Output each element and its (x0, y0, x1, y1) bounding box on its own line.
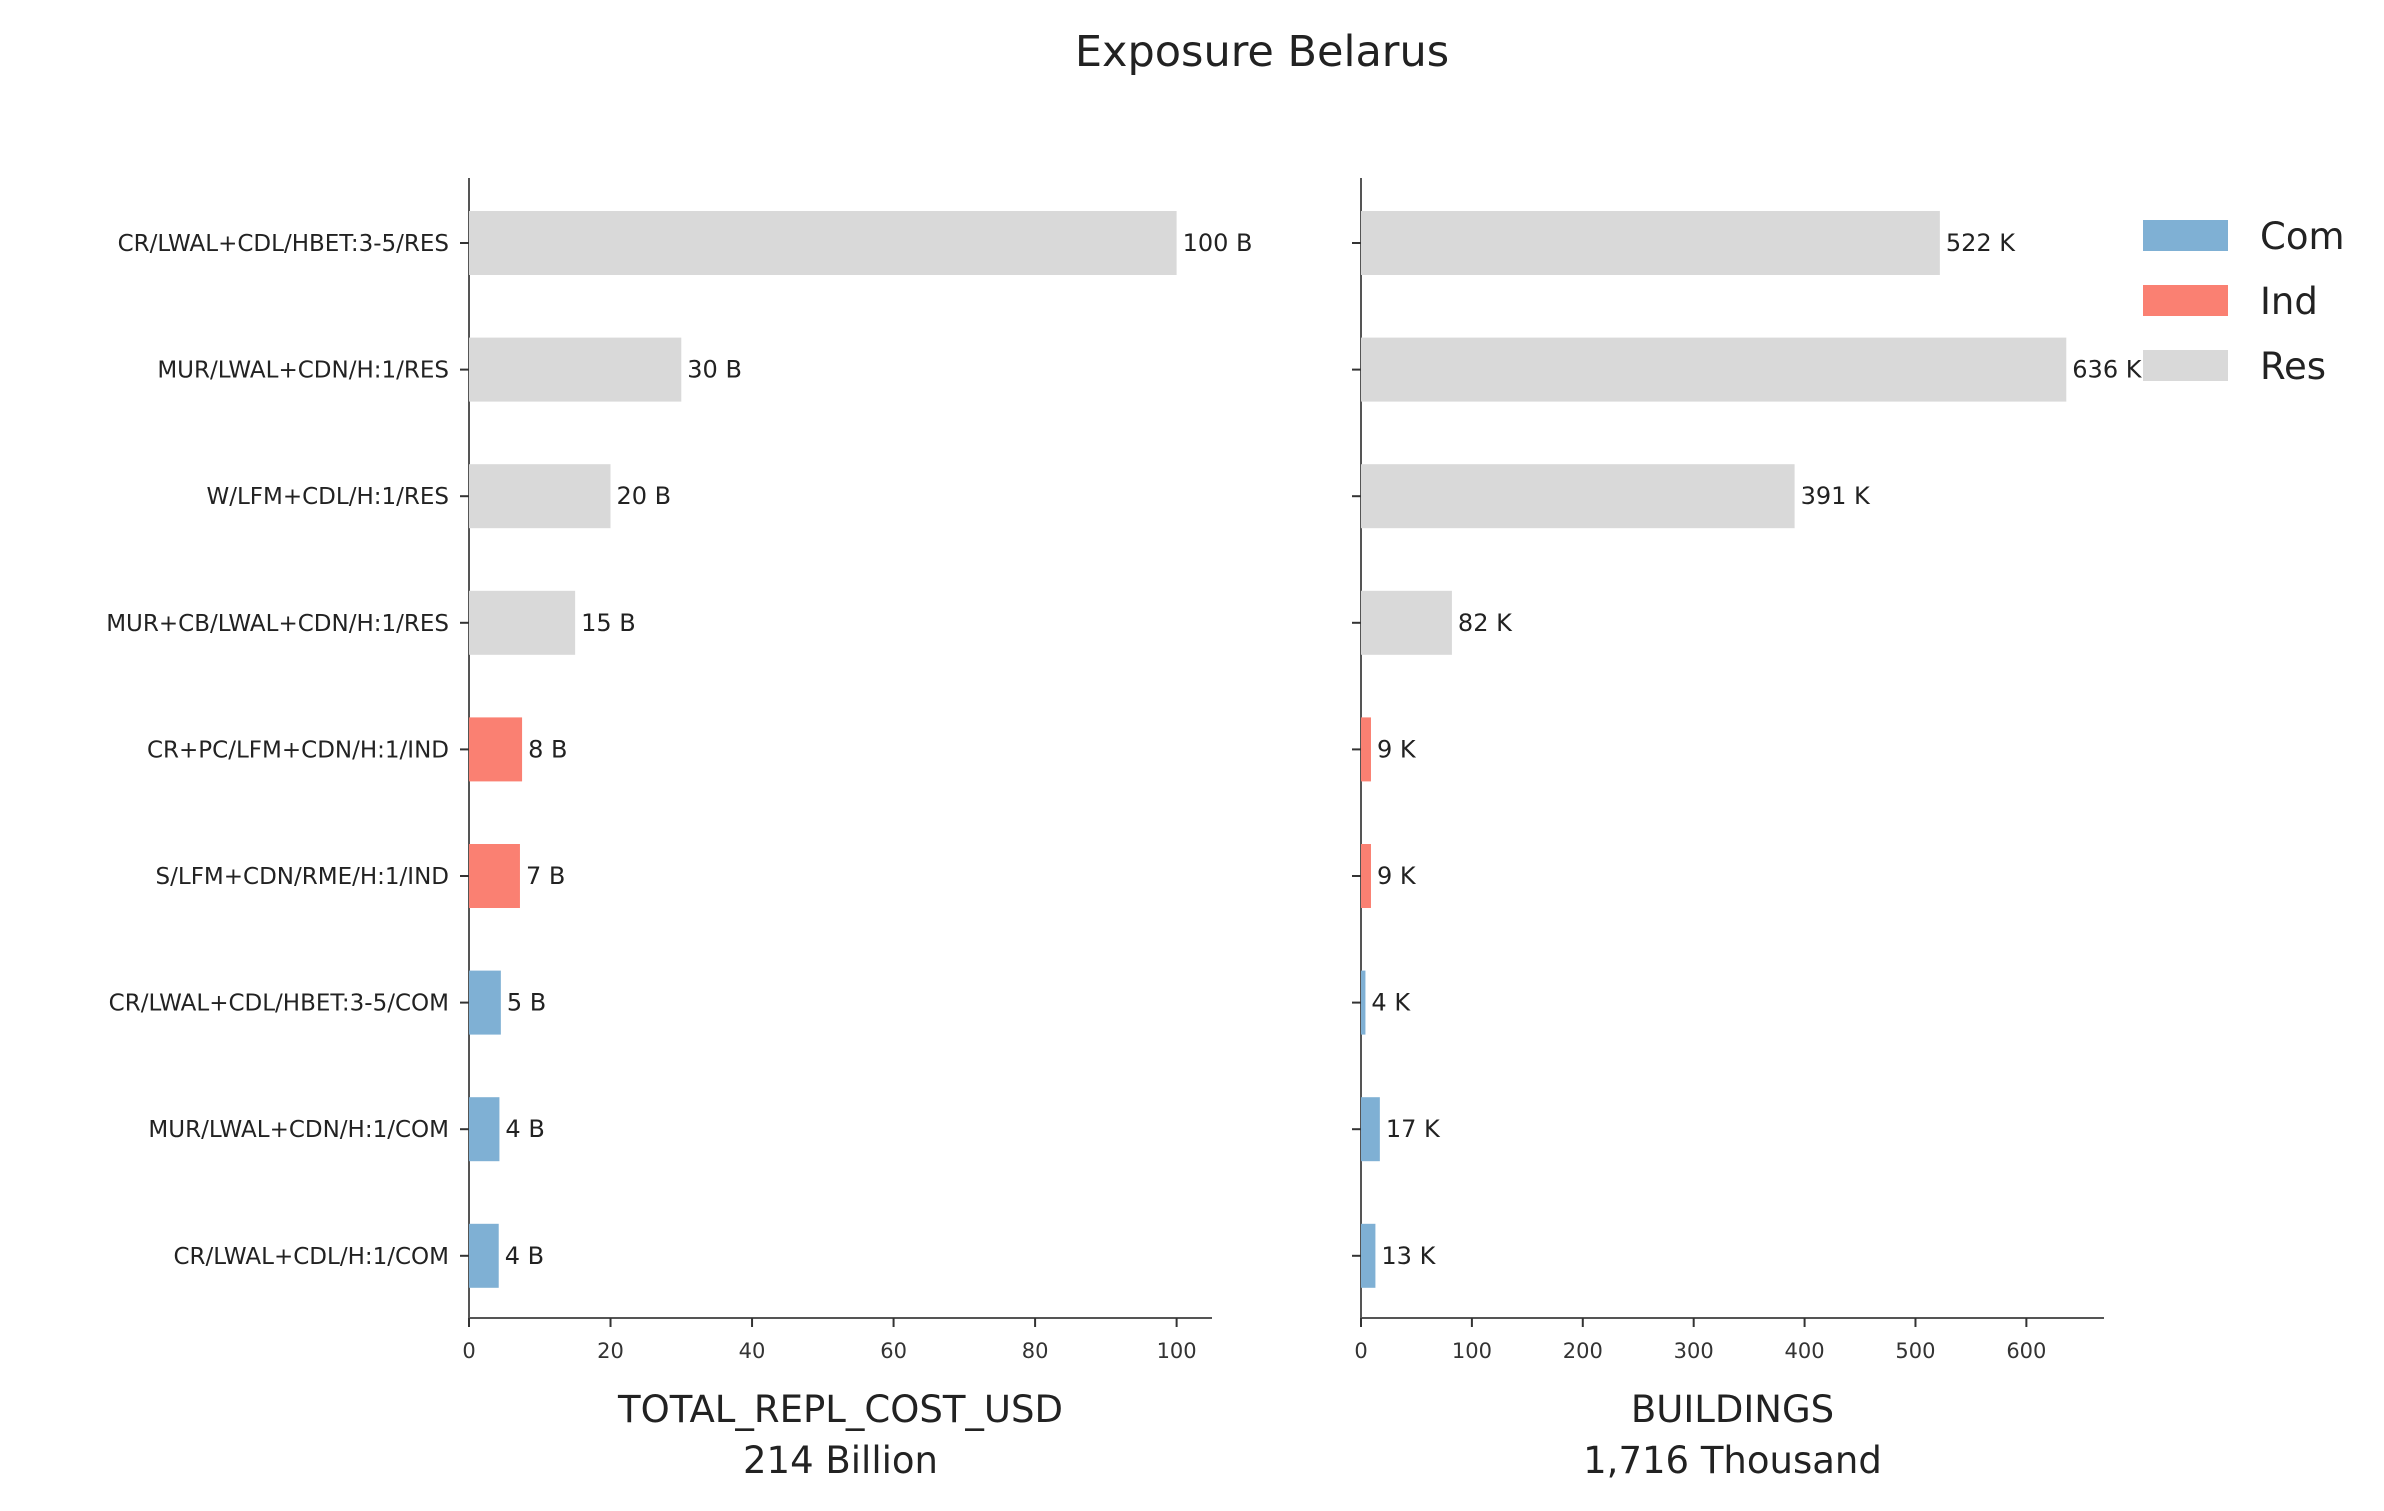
bar-ind (469, 717, 523, 782)
category-label: MUR/LWAL+CDN/H:1/COM (148, 1117, 449, 1143)
legend-label: Res (2260, 345, 2326, 388)
data-label: 8 B (528, 735, 567, 763)
x-tick-label: 60 (880, 1339, 907, 1363)
bar-com (1361, 970, 1366, 1035)
legend-swatch-ind (2143, 285, 2228, 316)
bar-ind (469, 844, 520, 908)
category-label: MUR/LWAL+CDN/H:1/RES (157, 358, 449, 384)
data-label: 13 K (1381, 1242, 1436, 1270)
category-label: CR+PC/LFM+CDN/H:1/IND (147, 737, 449, 763)
x-tick-label: 100 (1452, 1339, 1492, 1363)
legend: Com Ind Res (2143, 215, 2345, 388)
bar-ind (1361, 717, 1371, 782)
bar-res (469, 211, 1177, 275)
data-label: 15 B (581, 609, 636, 637)
legend-swatch-com (2143, 220, 2228, 251)
x-tick-label: 20 (597, 1339, 624, 1363)
bar-com (469, 1097, 500, 1162)
category-label: CR/LWAL+CDL/H:1/COM (173, 1244, 449, 1270)
x-tick-label: 400 (1785, 1339, 1825, 1363)
x-tick-label: 500 (1895, 1339, 1935, 1363)
legend-swatch-res (2143, 350, 2228, 381)
data-label: 522 K (1946, 229, 2016, 257)
data-label: 17 K (1386, 1115, 1441, 1143)
data-label: 20 B (617, 482, 672, 510)
data-label: 391 K (1801, 482, 1871, 510)
bar-com (1361, 1223, 1376, 1288)
x-axis-title: TOTAL_REPL_COST_USD (617, 1388, 1063, 1431)
legend-label: Com (2260, 215, 2345, 258)
x-tick-label: 300 (1674, 1339, 1714, 1363)
category-label: CR/LWAL+CDL/HBET:3-5/RES (118, 231, 449, 257)
data-label: 100 B (1183, 229, 1253, 257)
bar-ind (1361, 844, 1371, 908)
data-label: 636 K (2072, 356, 2142, 384)
data-label: 4 K (1371, 989, 1411, 1017)
x-tick-label: 600 (2006, 1339, 2046, 1363)
x-tick-label: 40 (739, 1339, 766, 1363)
chart-title: Exposure Belarus (1075, 27, 1449, 77)
data-label: 4 B (505, 1115, 544, 1143)
right-panel: 522 K 636 K 391 K 82 K 9 K 9 K 4 K 17 K 13 K 0 100… (1352, 178, 2143, 1482)
category-label: S/LFM+CDN/RME/H:1/IND (156, 864, 449, 890)
category-label: MUR+CB/LWAL+CDN/H:1/RES (106, 611, 449, 637)
data-label: 7 B (526, 862, 565, 890)
bar-com (469, 1223, 499, 1288)
x-axis-subtitle: 214 Billion (743, 1439, 938, 1482)
x-tick-label: 200 (1563, 1339, 1603, 1363)
data-label: 4 B (505, 1242, 544, 1270)
x-tick-label: 0 (1354, 1339, 1367, 1363)
x-tick-label: 0 (462, 1339, 475, 1363)
data-label: 9 K (1377, 735, 1417, 763)
bar-res (469, 590, 576, 655)
category-label: W/LFM+CDL/H:1/RES (206, 484, 449, 510)
x-axis-subtitle: 1,716 Thousand (1583, 1439, 1882, 1482)
bar-res (1361, 211, 1940, 275)
legend-label: Ind (2260, 280, 2318, 323)
x-tick-label: 80 (1022, 1339, 1049, 1363)
category-label: CR/LWAL+CDL/HBET:3-5/COM (109, 991, 449, 1017)
x-tick-label: 100 (1157, 1339, 1197, 1363)
x-axis-title: BUILDINGS (1631, 1388, 1834, 1431)
bar-com (469, 970, 501, 1035)
left-panel: CR/LWAL+CDL/HBET:3-5/RES 100 B MUR/LWAL+CD… (106, 178, 1253, 1482)
bar-res (1361, 590, 1452, 655)
bar-res (469, 337, 682, 402)
data-label: 9 K (1377, 862, 1417, 890)
data-label: 5 B (507, 989, 546, 1017)
data-label: 82 K (1458, 609, 1513, 637)
bar-res (469, 464, 611, 529)
bar-com (1361, 1097, 1380, 1162)
data-label: 30 B (687, 356, 742, 384)
bar-res (1361, 337, 2067, 402)
bar-res (1361, 464, 1795, 529)
